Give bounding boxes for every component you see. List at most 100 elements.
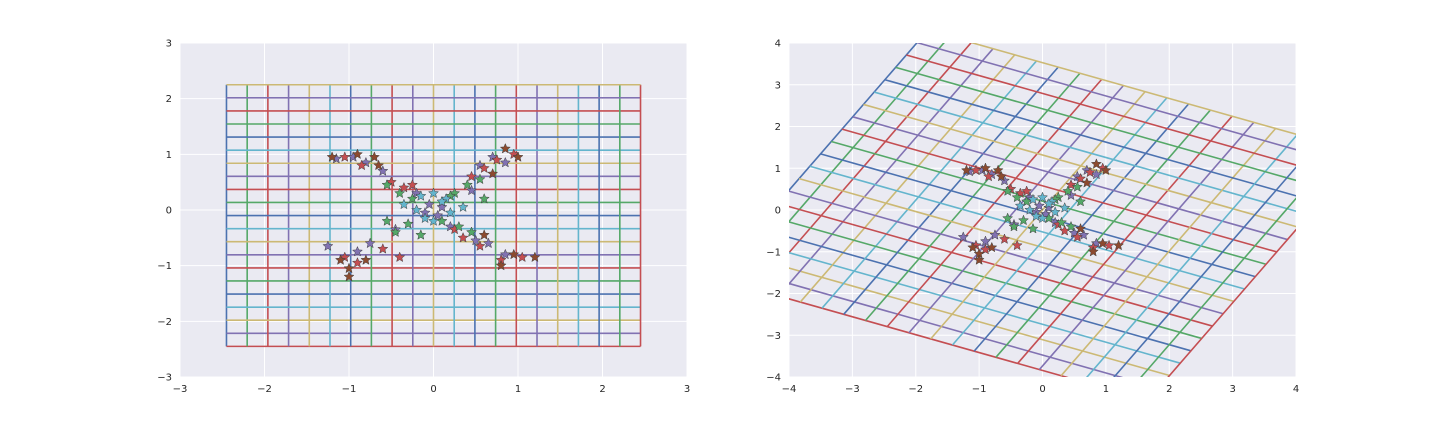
star-point [979,235,992,247]
mesh-line-vertical [1017,115,1233,364]
star-point [1027,222,1039,234]
star-point [364,237,376,249]
star-point [973,254,985,265]
star-point [1030,210,1042,222]
star-point [465,184,478,196]
y-tick-label: 0 [775,206,781,217]
y-tick-label: −2 [766,289,781,300]
star-point [957,231,969,242]
star-point [377,165,389,176]
mesh-line-horizontal [863,103,1296,228]
star-point [389,226,402,238]
star-point [1084,166,1096,178]
star-point [444,206,456,218]
star-point [368,151,380,162]
star-point [989,229,1001,240]
x-tick-label: 1 [515,384,521,395]
star-point [343,262,355,274]
star-point [415,190,427,201]
y-tick-label: −1 [766,247,781,258]
star-point [1062,185,1074,196]
star-point [1014,199,1026,211]
star-point [377,243,389,254]
star-point [394,187,406,199]
star-point [979,162,992,174]
star-point [427,187,440,199]
star-point [1011,239,1023,251]
star-point [381,179,393,190]
star-point [465,170,478,182]
star-point [1100,164,1112,176]
star-point [343,270,355,282]
star-point [529,251,541,263]
mesh-line-vertical [1167,228,1296,377]
star-point [419,212,431,224]
x-tick-label: −1 [342,384,357,395]
series-3 [1014,191,1071,224]
mesh-line-vertical [995,109,1211,358]
star-point [436,201,448,212]
series-2 [1002,181,1087,234]
star-point [326,151,338,162]
star-point [1074,222,1087,234]
x-tick-label: −3 [173,384,188,395]
x-tick-label: −1 [972,384,987,395]
star-point [983,170,995,182]
y-tick-label: 2 [775,122,781,133]
plot-content [225,83,642,348]
mesh-line-horizontal [852,116,1288,241]
star-point [487,167,499,179]
star-point [432,209,444,221]
star-point [1074,172,1087,184]
star-point [457,231,469,243]
star-point [1008,220,1020,232]
star-point [1002,185,1014,196]
y-tick-label: −3 [157,373,172,384]
star-point [1017,214,1030,226]
star-point [1033,199,1045,211]
star-point [995,170,1007,182]
star-point [482,237,495,249]
plot-content [789,43,1296,377]
star-point [415,229,427,240]
y-tick-label: 3 [775,80,781,91]
mesh-line-vertical [1086,134,1296,377]
star-point [1071,231,1083,242]
star-point [470,234,482,246]
star-point [1024,204,1036,215]
y-tick-label: 1 [775,164,781,175]
star-point [478,162,490,173]
star-point [436,195,448,207]
mesh-line-horizontal [916,43,1296,151]
mesh-line-vertical [1140,197,1296,377]
star-point [516,251,528,263]
star-point [398,198,410,210]
mesh-line-horizontal [884,78,1296,197]
star-point [1071,181,1083,192]
mesh-line-horizontal [895,66,1296,182]
star-point [1078,229,1090,240]
mesh-line-horizontal [873,91,1296,213]
star-point [351,245,364,257]
star-point [1036,191,1049,203]
star-point [1055,216,1068,228]
series-1 [970,162,1115,255]
x-tick-label: 2 [599,384,605,395]
star-point [970,164,982,176]
star-point [381,215,393,226]
star-point [1011,191,1023,203]
star-point [512,151,524,162]
star-point [1081,176,1093,188]
x-tick-label: −2 [908,384,923,395]
x-tick-label: 2 [1166,384,1172,395]
star-point [1021,185,1033,196]
mesh-line-vertical [1038,121,1255,371]
series-2 [381,173,490,240]
star-point [499,156,511,168]
y-tick-label: 1 [166,150,172,161]
y-tick-label: 2 [166,94,172,105]
x-tick-label: −2 [257,384,272,395]
mesh-line-vertical [1113,166,1296,377]
x-tick-label: −4 [782,384,797,395]
